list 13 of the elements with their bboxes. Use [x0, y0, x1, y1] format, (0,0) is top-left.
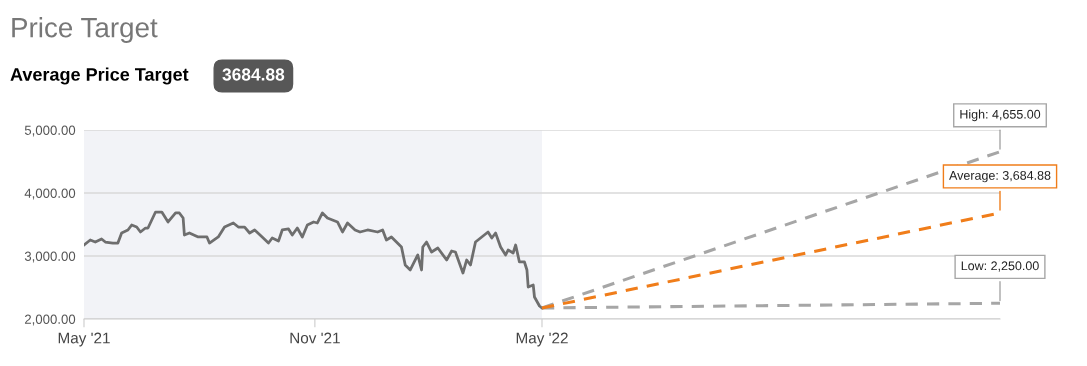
chart-title: Price Target [12, 17, 158, 43]
annotation: Low: 2,250.00 [961, 261, 1039, 272]
chart-subtitle: Average Price Target [10, 67, 189, 85]
y-tick-label: 2,000.00 [24, 314, 76, 326]
x-tick-label: May '21 [58, 332, 110, 347]
x-tick-label: Nov '21 [290, 332, 340, 344]
y-tick-label: 3,000.00 [24, 251, 76, 263]
x-tick-label: May '22 [516, 332, 568, 347]
y-tick-label: 5,000.00 [24, 125, 76, 137]
y-tick-label: 4,000.00 [24, 188, 76, 200]
text: 3684.88 [222, 68, 285, 81]
annotation: Average: 3,684.88 [949, 170, 1051, 183]
annotation: High: 4,655.00 [960, 109, 1041, 122]
